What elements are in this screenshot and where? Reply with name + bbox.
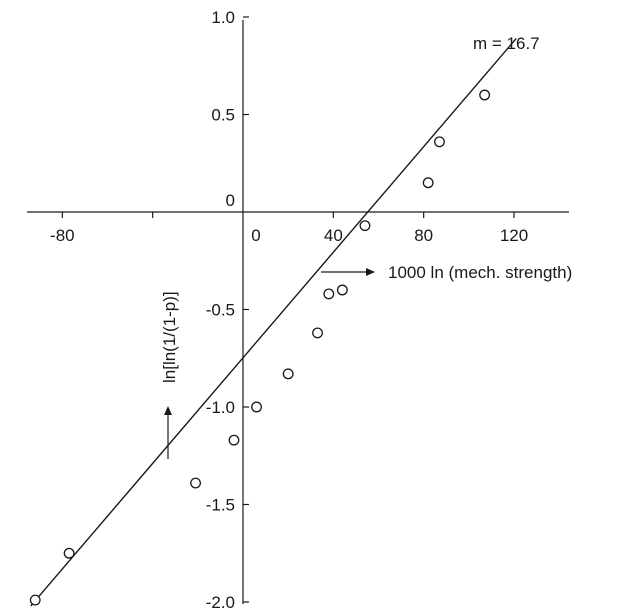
data-point: [282, 368, 294, 380]
slope-annotation: m = 16.7: [473, 34, 540, 53]
x-axis-title-group: 1000 ln (mech. strength): [321, 263, 572, 282]
data-point: [29, 594, 41, 606]
data-point: [336, 284, 348, 296]
y-tick-label: -2.0: [206, 593, 235, 610]
y-tick-label: 0: [226, 191, 235, 210]
x-axis-title: 1000 ln (mech. strength): [388, 263, 572, 282]
data-point: [422, 177, 434, 189]
y-axis-title-group: ln[ln(1/(1-p)]: [160, 291, 179, 459]
data-point: [228, 434, 240, 446]
data-point: [63, 547, 75, 559]
data-point: [323, 288, 335, 300]
y-tick-label: 1.0: [211, 8, 235, 27]
x-tick-label: -80: [50, 226, 75, 245]
y-tick-label: -1.5: [206, 496, 235, 515]
y-tick-label: -1.0: [206, 398, 235, 417]
y-axis: 1.0 0.5 0 -0.5 -1.0 -1.5 -2.0: [206, 8, 249, 610]
data-point: [251, 401, 262, 413]
data-point: [479, 89, 491, 101]
data-point: [434, 136, 445, 148]
x-tick-label: 80: [414, 226, 433, 245]
y-axis-title: ln[ln(1/(1-p)]: [160, 291, 179, 383]
fit-line: [30, 37, 517, 607]
x-tick-label: 0: [251, 226, 260, 245]
x-tick-label: 40: [324, 226, 343, 245]
x-arrow-icon: [366, 268, 375, 276]
data-point: [312, 327, 323, 339]
y-tick-label: -0.5: [206, 301, 235, 320]
data-point: [359, 220, 371, 232]
data-point: [190, 477, 202, 489]
x-tick-label: 120: [500, 226, 528, 245]
y-tick-label: 0.5: [211, 106, 235, 125]
y-arrow-icon: [164, 406, 172, 415]
